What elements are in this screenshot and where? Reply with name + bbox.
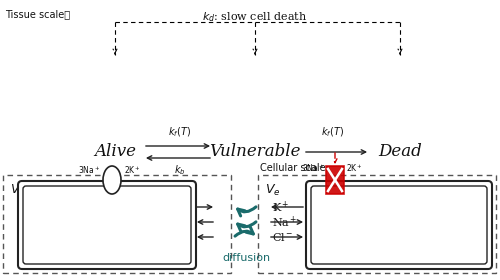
Bar	[326, 166, 344, 194]
Text: $A_i$: $A_i$	[418, 236, 429, 250]
FancyBboxPatch shape	[306, 181, 492, 269]
Text: Cellular scale:: Cellular scale:	[260, 163, 329, 173]
Text: Cl$^-$: Cl$^-$	[272, 231, 293, 243]
Text: 3Na$^+$: 3Na$^+$	[78, 164, 100, 176]
FancyBboxPatch shape	[18, 181, 196, 269]
Text: $k_f(T)$: $k_f(T)$	[168, 125, 192, 139]
Text: Dead: Dead	[378, 143, 422, 160]
FancyBboxPatch shape	[311, 186, 487, 264]
Text: $V_e$: $V_e$	[10, 183, 26, 198]
Text: diffusion: diffusion	[222, 253, 270, 263]
FancyBboxPatch shape	[258, 175, 496, 273]
Text: $k_d$: slow cell death: $k_d$: slow cell death	[202, 10, 308, 24]
Text: Na$^+_i$: Na$^+_i$	[40, 215, 62, 231]
Text: 2K$^+$: 2K$^+$	[124, 164, 141, 176]
Ellipse shape	[103, 166, 121, 194]
Text: K$^+_i$: K$^+_i$	[92, 215, 108, 231]
Text: $A_i$: $A_i$	[92, 236, 103, 250]
Text: Vulnerable: Vulnerable	[209, 143, 301, 160]
Text: K$^+_i$: K$^+_i$	[418, 215, 434, 231]
Text: Cl$^-_i$: Cl$^-_i$	[360, 236, 379, 250]
Text: $k_b$: $k_b$	[174, 163, 186, 177]
Text: Na$^+$: Na$^+$	[272, 214, 297, 230]
Text: $V_i$: $V_i$	[360, 196, 372, 210]
Text: $V_e$: $V_e$	[265, 183, 280, 198]
Text: Na$^+_i$: Na$^+_i$	[360, 215, 382, 231]
FancyBboxPatch shape	[23, 186, 191, 264]
Text: Alive: Alive	[94, 143, 136, 160]
Text: Tissue scale：: Tissue scale：	[5, 9, 70, 19]
Text: 3Na$^+$: 3Na$^+$	[302, 162, 324, 174]
Text: $k_f(T)$: $k_f(T)$	[321, 125, 344, 139]
FancyBboxPatch shape	[3, 175, 231, 273]
Text: Cl$^-_i$: Cl$^-_i$	[40, 236, 59, 250]
Text: K$^+$: K$^+$	[272, 199, 289, 215]
Text: $V_i$: $V_i$	[40, 196, 52, 210]
Text: 2K$^+$: 2K$^+$	[346, 162, 363, 174]
